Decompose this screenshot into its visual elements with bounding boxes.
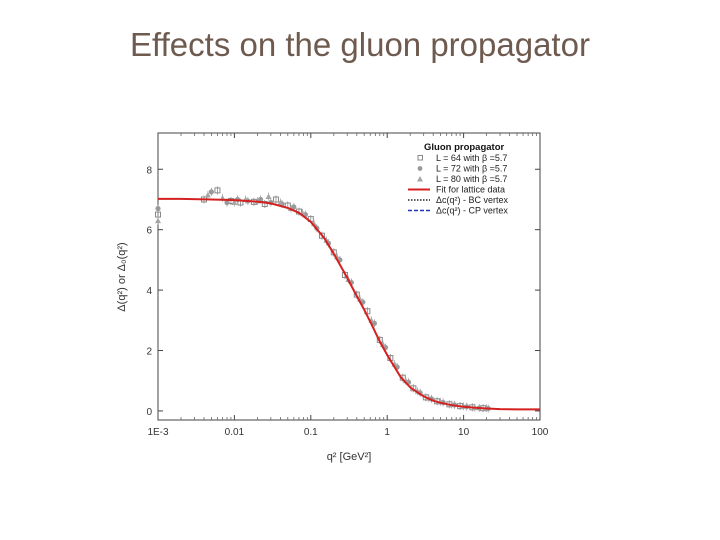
legend-label: Fit for lattice data: [436, 185, 505, 195]
legend-label: Δc(q²) - BC vertex: [436, 195, 509, 205]
y-axis-label: Δ(q²) or Δ₀(q²): [116, 242, 128, 311]
legend-title: Gluon propagator: [424, 142, 505, 153]
legend-label: L = 72 with β =5.7: [436, 164, 507, 174]
slide-title: Effects on the gluon propagator: [130, 26, 590, 63]
x-axis-label: q² [GeV²]: [327, 451, 372, 463]
legend-entry: Fit for lattice data: [408, 185, 505, 195]
x-tick-label: 100: [532, 427, 549, 438]
scatter-series: [155, 186, 487, 413]
legend-entry: Δc(q²) - CP vertex: [408, 206, 508, 216]
legend-marker: [417, 176, 423, 182]
legend-label: Δc(q²) - CP vertex: [436, 206, 508, 216]
legend-marker: [417, 166, 423, 171]
axis-ticks: 1E-3 0.01 0.1 1 10 100 0 2 4 6 8: [146, 133, 549, 438]
legend-entry: L = 64 with β =5.7: [417, 153, 507, 163]
legend-label: L = 80 with β =5.7: [436, 174, 507, 184]
x-tick-label: 0.1: [304, 427, 318, 438]
fit-line: [158, 197, 540, 411]
y-tick-label: 2: [146, 347, 152, 358]
legend-marker: [417, 155, 423, 161]
legend-entry: Δc(q²) - BC vertex: [408, 195, 509, 205]
y-tick-label: 0: [146, 407, 152, 418]
plot-frame: [157, 132, 541, 421]
x-tick-label: 10: [458, 427, 470, 438]
legend-entry: L = 80 with β =5.7: [417, 174, 507, 184]
legend-entry: L = 72 with β =5.7: [417, 164, 507, 174]
x-tick-label: 1E-3: [147, 427, 169, 438]
y-tick-label: 8: [146, 165, 152, 176]
x-tick-label: 0.01: [225, 427, 245, 438]
data-layer: [155, 186, 540, 413]
y-tick-label: 4: [146, 286, 152, 297]
legend: Gluon propagator L = 64 with β =5.7L = 7…: [408, 142, 509, 216]
x-tick-label: 1: [384, 427, 390, 438]
y-tick-label: 6: [146, 226, 152, 237]
scatter-series: [155, 190, 490, 413]
legend-label: L = 64 with β =5.7: [436, 153, 507, 163]
scatter-series: [155, 187, 491, 413]
